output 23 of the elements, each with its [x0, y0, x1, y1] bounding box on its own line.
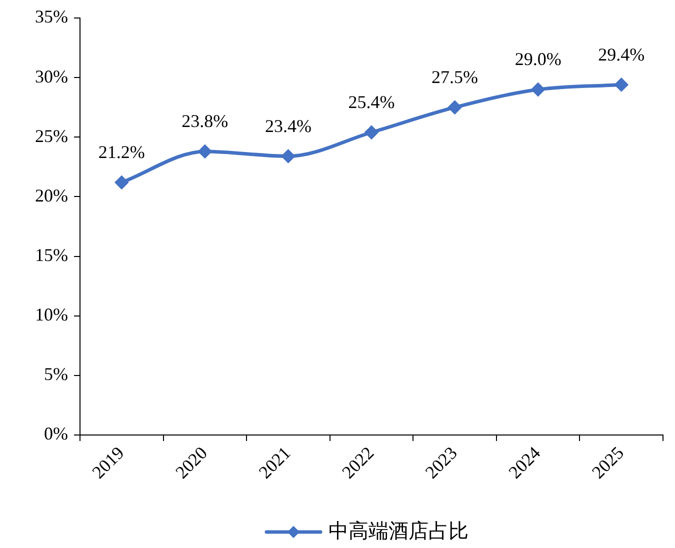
y-tick-label: 20% [35, 185, 68, 206]
y-tick-label: 10% [35, 304, 68, 325]
y-tick-label: 15% [35, 245, 68, 266]
data-label: 23.4% [264, 116, 312, 136]
point [281, 149, 296, 164]
y-tick-label: 5% [44, 364, 68, 384]
y-tick-label: 0% [44, 424, 68, 444]
point [448, 100, 462, 114]
y-tick-label: 30% [35, 66, 68, 86]
legend-label: 中高端酒店占比 [328, 519, 468, 542]
point [364, 125, 378, 140]
data-label: 25.4% [348, 92, 395, 112]
data-label: 21.2% [98, 142, 145, 162]
y-tick-label: 25% [35, 126, 68, 146]
point [531, 82, 546, 96]
y-tick-label: 35% [35, 6, 68, 27]
data-label: 27.5% [432, 67, 478, 88]
point [614, 78, 628, 92]
data-label: 23.8% [182, 111, 228, 132]
data-label: 29.0% [514, 49, 562, 70]
point [198, 144, 212, 158]
data-label: 29.4% [598, 44, 645, 64]
point [114, 175, 129, 190]
